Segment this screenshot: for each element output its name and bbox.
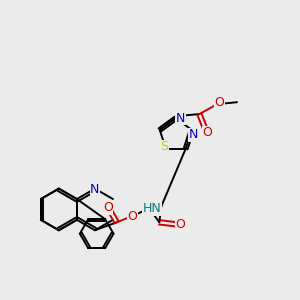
Text: N: N	[90, 183, 100, 196]
Text: N: N	[189, 128, 198, 141]
Text: O: O	[214, 96, 224, 109]
Text: O: O	[175, 218, 185, 231]
Text: O: O	[128, 210, 137, 223]
Text: N: N	[176, 112, 185, 125]
Text: O: O	[202, 126, 212, 140]
Text: O: O	[103, 201, 113, 214]
Text: HN: HN	[143, 202, 162, 215]
Text: S: S	[160, 140, 168, 153]
